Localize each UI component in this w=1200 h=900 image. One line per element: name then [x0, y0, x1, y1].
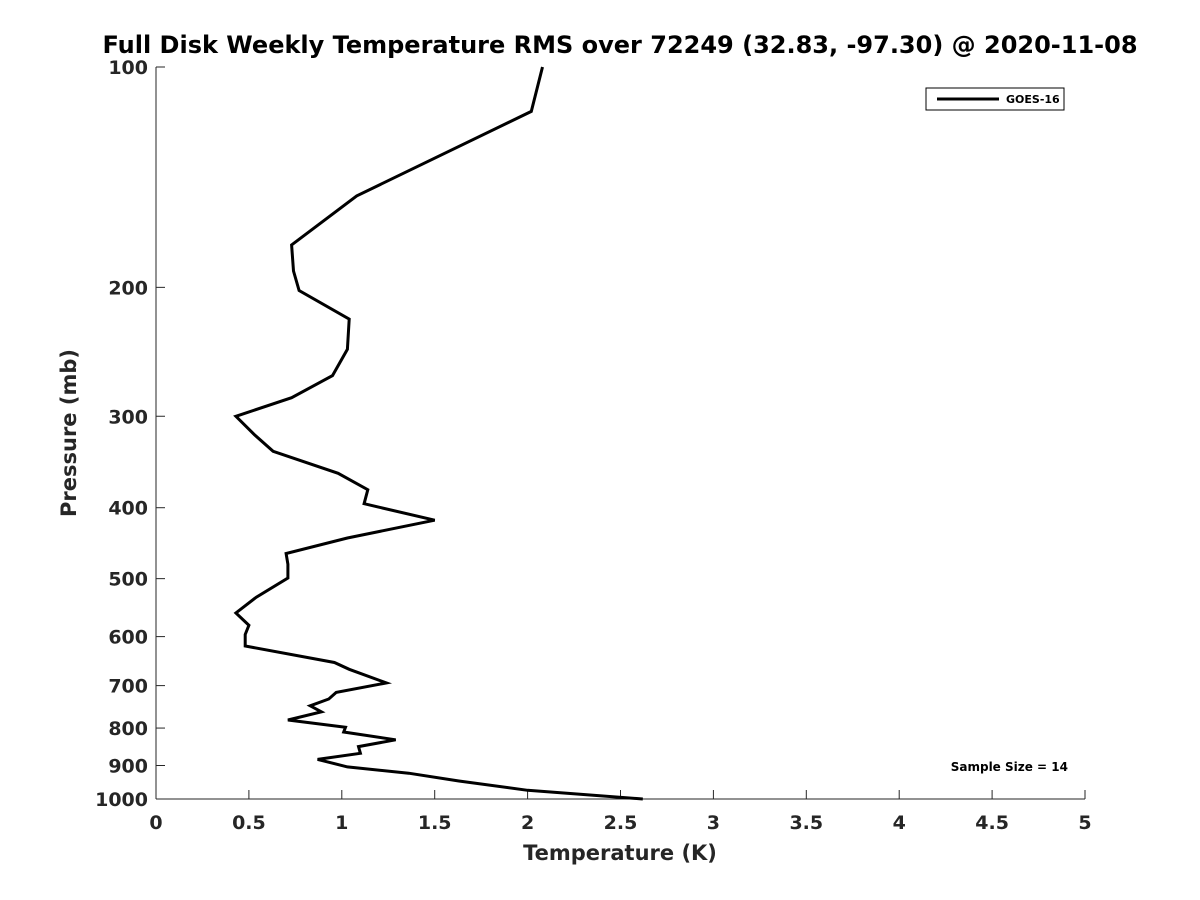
y-tick-label: 500 — [108, 569, 148, 591]
x-tick-label: 0 — [149, 812, 162, 834]
sample-size-annotation: Sample Size = 14 — [951, 760, 1068, 774]
series-layer — [233, 66, 643, 801]
x-tick-label: 4.5 — [975, 812, 1009, 834]
x-tick-label: 0.5 — [232, 812, 266, 834]
y-tick-label: 800 — [108, 718, 148, 740]
x-tick-label: 2.5 — [604, 812, 638, 834]
y-tick-label: 100 — [108, 57, 148, 79]
y-tick-label: 600 — [108, 627, 148, 649]
y-tick-label: 900 — [108, 756, 148, 778]
y-tick-label: 400 — [108, 498, 148, 520]
series-line-goes-16 — [233, 66, 643, 801]
chart-title: Full Disk Weekly Temperature RMS over 72… — [102, 31, 1137, 59]
y-tick-label: 200 — [108, 277, 148, 299]
y-axis: 100 200 300 400 500 600 700 800 900 1000 — [95, 57, 165, 811]
y-axis-label: Pressure (mb) — [57, 349, 81, 517]
legend: GOES-16 — [925, 87, 1065, 111]
x-tick-label: 4 — [893, 812, 906, 834]
x-tick-label: 3.5 — [789, 812, 823, 834]
x-axis-label: Temperature (K) — [523, 841, 717, 865]
x-tick-label: 2 — [521, 812, 534, 834]
legend-label-goes-16: GOES-16 — [1006, 93, 1060, 106]
x-tick-label: 5 — [1078, 812, 1091, 834]
y-tick-label: 300 — [108, 406, 148, 428]
x-tick-label: 1 — [335, 812, 348, 834]
plot-area — [156, 67, 1085, 799]
x-tick-label: 3 — [707, 812, 720, 834]
plot-background — [156, 67, 1085, 799]
x-axis: 0 0.5 1 1.5 2 2.5 3 3.5 4 4.5 5 — [149, 790, 1092, 834]
y-tick-label: 700 — [108, 676, 148, 698]
y-tick-label: 1000 — [95, 789, 148, 811]
x-tick-label: 1.5 — [418, 812, 452, 834]
